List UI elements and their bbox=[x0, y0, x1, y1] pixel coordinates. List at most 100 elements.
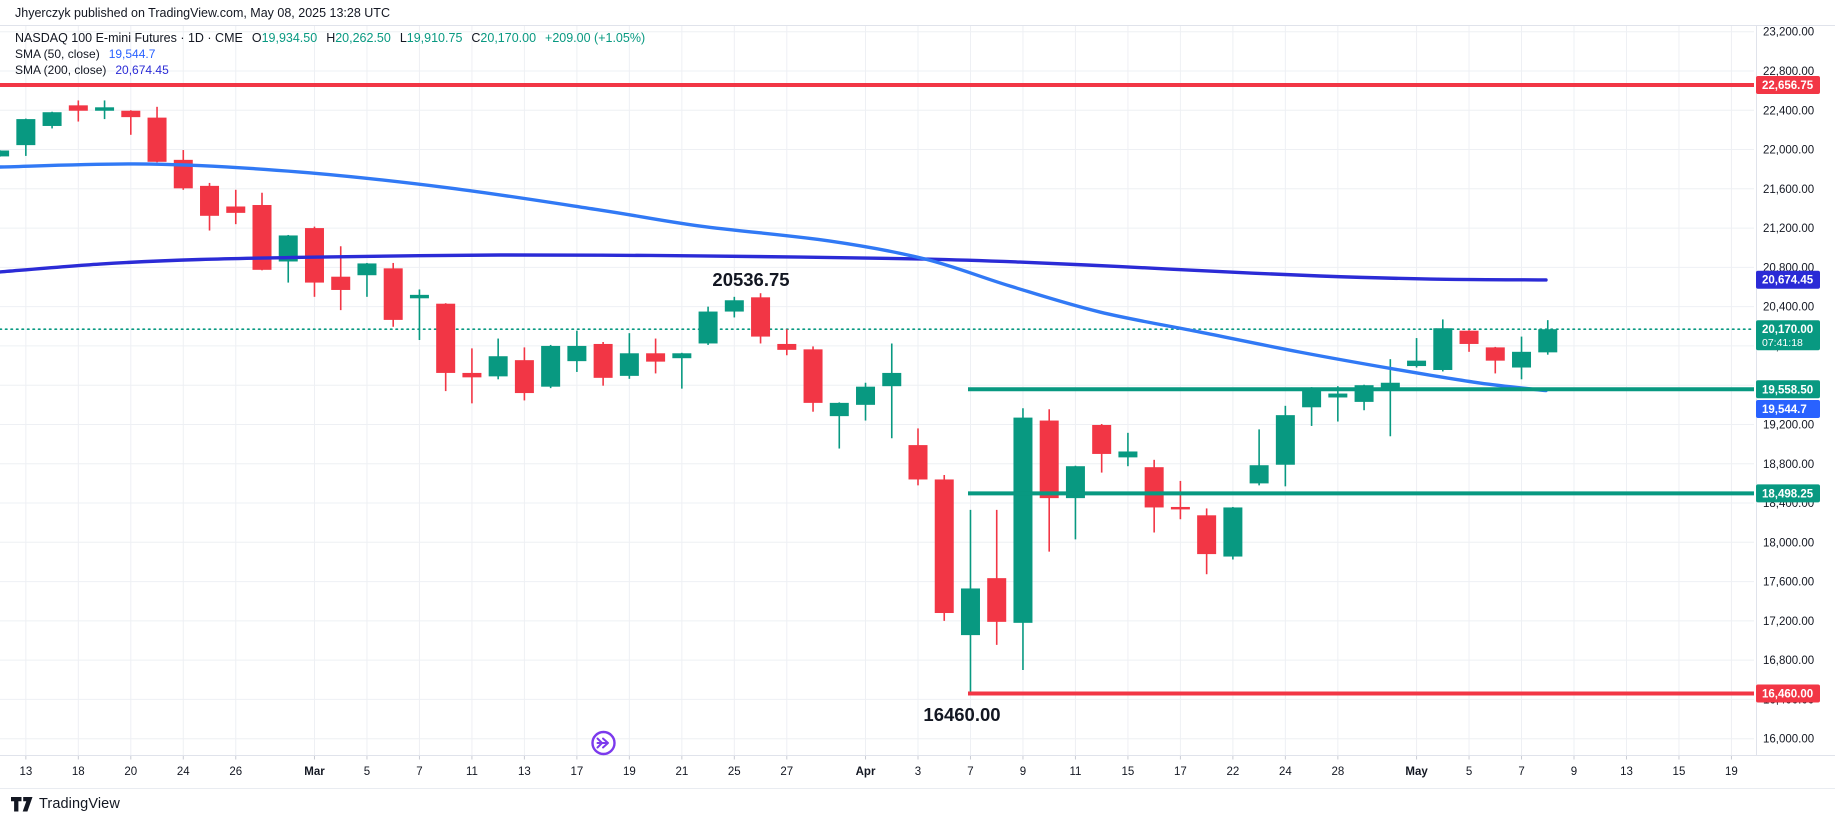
price-annotation[interactable]: 20536.75 bbox=[712, 269, 789, 290]
candle-body bbox=[488, 356, 508, 377]
open-value: 19,934.50 bbox=[261, 31, 318, 45]
sma50-label: SMA (50, close) bbox=[15, 47, 100, 61]
time-tick-label: 25 bbox=[728, 766, 741, 778]
candle-body bbox=[278, 235, 298, 262]
candle-body bbox=[173, 159, 193, 189]
low-label: L19,910.75 bbox=[399, 31, 463, 45]
candle-body bbox=[1249, 465, 1269, 484]
price-tag: 19,544.7 bbox=[1756, 400, 1820, 418]
candle-body bbox=[95, 107, 115, 111]
candle-body bbox=[672, 353, 692, 359]
candle-body bbox=[1433, 328, 1453, 370]
tradingview-logo-icon[interactable] bbox=[11, 796, 33, 812]
price-tick-label: 22,800.00 bbox=[1763, 66, 1814, 78]
time-tick-label: 19 bbox=[1725, 766, 1738, 778]
candle-body bbox=[1485, 347, 1505, 361]
candle-body bbox=[226, 206, 246, 213]
time-tick-label: 24 bbox=[1279, 766, 1292, 778]
candle-body bbox=[1065, 466, 1085, 499]
candle-body bbox=[646, 353, 666, 362]
price-tag-bg bbox=[1756, 320, 1820, 351]
price-tag-value: 19,558.50 bbox=[1762, 384, 1813, 396]
tradingview-logo-text[interactable]: TradingView bbox=[39, 796, 120, 812]
time-tick-label: 13 bbox=[518, 766, 531, 778]
time-tick-label: 28 bbox=[1331, 766, 1344, 778]
price-tick-label: 17,600.00 bbox=[1763, 577, 1814, 589]
time-tick-label: Apr bbox=[856, 766, 876, 778]
candle-body bbox=[436, 303, 456, 373]
candle-body bbox=[724, 300, 744, 312]
time-tick-label: 15 bbox=[1673, 766, 1686, 778]
price-tag-bg bbox=[1756, 270, 1820, 289]
price-tick-label: 23,200.00 bbox=[1763, 27, 1814, 39]
sma200-line bbox=[0, 253, 1548, 282]
price-tag: 20,674.45 bbox=[1756, 270, 1820, 289]
candle-body bbox=[200, 185, 220, 216]
candle-body bbox=[1538, 329, 1558, 353]
candle-body bbox=[1275, 415, 1295, 465]
candle-body bbox=[1512, 351, 1532, 368]
time-tick-label: 3 bbox=[915, 766, 921, 778]
price-tick-label: 21,600.00 bbox=[1763, 184, 1814, 196]
price-tag-value: 20,170.00 bbox=[1762, 324, 1813, 336]
grid-layer bbox=[0, 26, 1754, 755]
candle-body bbox=[514, 360, 534, 394]
replay-button[interactable] bbox=[591, 730, 616, 756]
symbol-title: NASDAQ 100 E-mini Futures · 1D · CME bbox=[15, 31, 243, 45]
time-tick-label: 19 bbox=[623, 766, 636, 778]
chart-legend[interactable]: NASDAQ 100 E-mini Futures · 1D · CME O19… bbox=[15, 31, 645, 79]
candle-body bbox=[882, 372, 902, 387]
time-tick-label: 11 bbox=[466, 766, 478, 778]
sma200-row[interactable]: SMA (200, close) 20,674.45 bbox=[15, 63, 645, 78]
price-tick-label: 16,000.00 bbox=[1763, 734, 1814, 746]
candle-body bbox=[1118, 451, 1138, 458]
candle-body bbox=[960, 588, 980, 636]
time-tick-label: 22 bbox=[1226, 766, 1239, 778]
time-tick-label: 27 bbox=[780, 766, 793, 778]
price-tick-label: 18,800.00 bbox=[1763, 459, 1814, 471]
time-tick-label: 18 bbox=[72, 766, 85, 778]
sma50-row[interactable]: SMA (50, close) 19,544.7 bbox=[15, 47, 645, 62]
open-label: O19,934.50 bbox=[251, 31, 318, 45]
price-tick-label: 19,200.00 bbox=[1763, 419, 1814, 431]
sma50-line bbox=[0, 162, 1548, 393]
close-label: C20,170.00 bbox=[471, 31, 537, 45]
time-tick-label: 17 bbox=[570, 766, 583, 778]
price-tick-label: 16,800.00 bbox=[1763, 655, 1814, 667]
publish-bar: Jhyerczyk published on TradingView.com, … bbox=[0, 0, 1835, 26]
price-tick-label: 22,400.00 bbox=[1763, 105, 1814, 117]
symbol-row: NASDAQ 100 E-mini Futures · 1D · CME O19… bbox=[15, 31, 645, 46]
price-tick-label: 20,400.00 bbox=[1763, 302, 1814, 314]
forward-arrow-icon bbox=[596, 737, 609, 749]
time-tick-label: Mar bbox=[304, 766, 325, 778]
candle-body bbox=[462, 372, 482, 378]
time-tick-label: 15 bbox=[1122, 766, 1135, 778]
time-axis[interactable]: 13 18 20 24 26 Mar 5 7 11 13 17 19 21 25 27 Apr 3 7 9 11 15 1… bbox=[19, 756, 1738, 778]
candle-body bbox=[16, 119, 36, 146]
candle-body bbox=[908, 445, 928, 480]
price-annotation[interactable]: 16460.00 bbox=[923, 704, 1000, 725]
countdown-timer: 07:41:18 bbox=[1762, 337, 1803, 349]
sma50-value: 19,544.7 bbox=[108, 47, 156, 61]
time-tick-label: 26 bbox=[229, 766, 242, 778]
time-tick-label: 13 bbox=[1620, 766, 1633, 778]
candle-body bbox=[1302, 390, 1322, 408]
time-tick-label: 9 bbox=[1020, 766, 1026, 778]
candle-body bbox=[0, 150, 10, 157]
candle-body bbox=[304, 228, 324, 283]
footer-bar: TradingView bbox=[0, 788, 1835, 819]
candle-body bbox=[331, 276, 351, 290]
time-tick-label: 17 bbox=[1174, 766, 1187, 778]
candle-body bbox=[593, 343, 613, 378]
candle-body bbox=[1197, 515, 1217, 555]
price-tag-bg bbox=[1756, 380, 1820, 399]
candle-body bbox=[1328, 393, 1348, 398]
price-tick-label: 21,200.00 bbox=[1763, 223, 1814, 235]
time-tick-label: 24 bbox=[177, 766, 190, 778]
candle-body bbox=[619, 353, 639, 376]
price-tag: 22,656.75 bbox=[1756, 76, 1820, 95]
candle-body bbox=[698, 311, 718, 344]
sma200-value: 20,674.45 bbox=[115, 63, 169, 77]
